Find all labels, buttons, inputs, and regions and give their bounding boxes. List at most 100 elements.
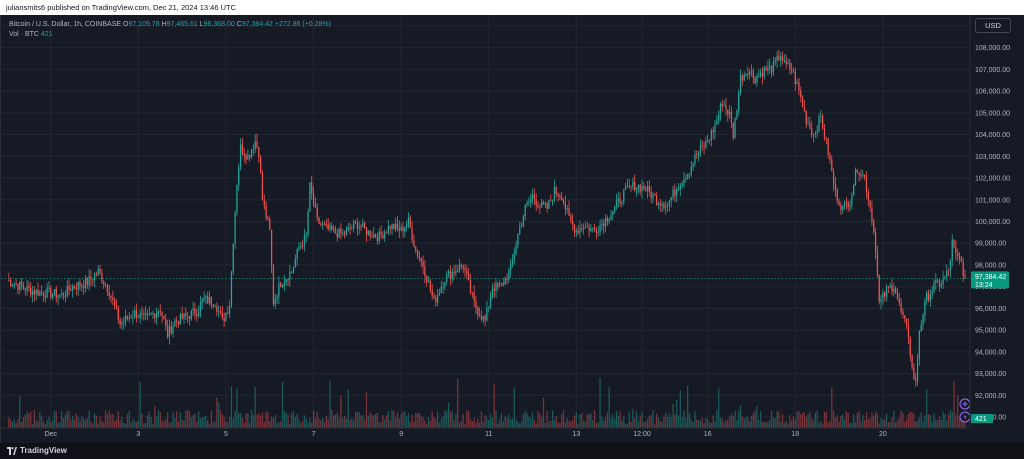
volume-bar (305, 418, 307, 428)
candle-body (473, 292, 475, 301)
candle-body (699, 145, 702, 152)
volume-bar (878, 423, 880, 428)
volume-bar (453, 419, 455, 428)
candle-body (480, 315, 483, 320)
volume-bar (770, 410, 773, 428)
candle-body (294, 259, 296, 267)
candle-body (95, 273, 98, 275)
volume-bar (676, 399, 678, 428)
candle-body (535, 199, 537, 206)
volume-bar (28, 413, 30, 428)
candle-body (876, 252, 879, 276)
candle-body (758, 75, 760, 77)
volume-bar (592, 420, 594, 428)
candle-body (405, 224, 408, 228)
candle-body (739, 75, 742, 93)
candle-body (66, 285, 68, 297)
candle-body (367, 230, 369, 235)
candle-body (241, 144, 244, 154)
volume-bar (630, 421, 632, 428)
candlestick-chart[interactable]: 91,000.0092,000.0093,000.0094,000.0095,0… (1, 15, 1024, 443)
volume-bar (177, 421, 180, 428)
volume-bar (774, 418, 776, 428)
chart-panel[interactable]: 91,000.0092,000.0093,000.0094,000.0095,0… (0, 15, 1024, 443)
volume-bar (807, 414, 809, 428)
candle-body (712, 130, 714, 133)
candle-body (22, 285, 25, 289)
candle-body (949, 259, 952, 271)
volume-bar (433, 417, 435, 428)
time-tick-label: 3 (136, 431, 140, 438)
volume-bar (51, 420, 54, 428)
candle-body (77, 282, 79, 290)
volume-bar (170, 421, 172, 428)
candle-body (196, 314, 198, 316)
candle-body (630, 186, 632, 187)
candle-body (493, 288, 495, 291)
volume-bar (358, 411, 360, 428)
candle-body (811, 128, 813, 136)
volume-bar (537, 411, 539, 428)
candle-body (772, 62, 775, 73)
volume-bar (72, 416, 74, 428)
volume-bar (696, 419, 698, 428)
volume-bar (705, 418, 707, 428)
volume-bar (811, 418, 813, 428)
volume-bar (287, 414, 289, 428)
volume-bar (10, 418, 12, 428)
volume-bar (798, 410, 800, 428)
candle-body (634, 181, 636, 190)
price-tick-label: 100,000.00 (975, 219, 1010, 226)
candle-body (72, 286, 74, 292)
volume-bar (750, 415, 753, 428)
candle-body (426, 276, 428, 283)
volume-bar (438, 422, 441, 428)
candle-body (374, 234, 377, 238)
candle-body (81, 285, 83, 287)
currency-button[interactable]: USD (975, 18, 1011, 33)
candle-body (24, 288, 26, 291)
volume-row: Vol · BTC 421 (9, 30, 331, 40)
candle-body (418, 256, 421, 259)
event-lightning-icon[interactable] (959, 411, 971, 423)
volume-bar (801, 412, 804, 428)
volume-bar (590, 413, 592, 428)
candle-body (541, 202, 543, 208)
price-tick-label: 93,000.00 (975, 371, 1006, 378)
volume-bar (194, 413, 196, 428)
volume-bar (329, 380, 331, 428)
time-tick-label: 20 (879, 431, 887, 438)
candle-body (267, 217, 269, 220)
volume-bar (787, 423, 789, 428)
event-plus-icon[interactable] (959, 398, 971, 410)
candle-body (387, 225, 390, 233)
volume-bar (121, 416, 123, 428)
candle-body (340, 228, 342, 234)
candle-body (946, 270, 948, 277)
volume-bar (245, 413, 247, 428)
volume-bar (827, 422, 829, 428)
volume-bar (296, 414, 298, 428)
candle-body (236, 185, 238, 213)
volume-bar (579, 414, 581, 428)
volume-bar (475, 422, 477, 428)
volume-bar (119, 420, 121, 428)
volume-bar (838, 421, 840, 428)
candle-body (243, 153, 245, 156)
candle-body (296, 249, 298, 260)
candle-body (754, 77, 756, 84)
volume-bar (727, 420, 729, 428)
volume-bar (542, 397, 545, 428)
publisher-text: juliansmits6 published on TradingView.co… (6, 3, 236, 12)
volume-bar (318, 418, 320, 428)
volume-bar (114, 420, 116, 428)
candle-body (216, 306, 218, 313)
candle-body (637, 184, 640, 188)
price-axis: 91,000.0092,000.0093,000.0094,000.0095,0… (969, 15, 1010, 428)
volume-bar (238, 412, 240, 428)
volume-bar (703, 423, 705, 428)
candle-body (225, 312, 227, 321)
volume-bar (734, 410, 736, 428)
candle-body (148, 313, 150, 315)
candle-body (743, 74, 745, 81)
